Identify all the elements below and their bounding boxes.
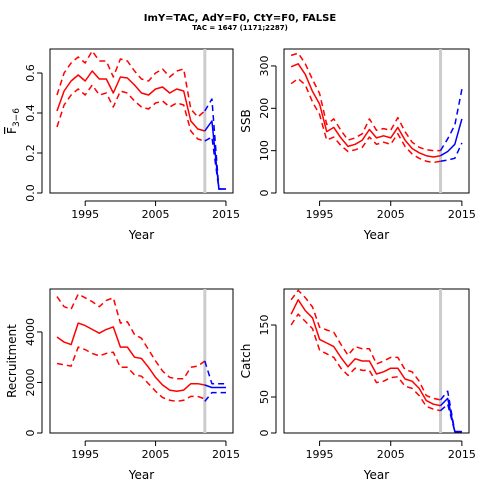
history-lower-series	[56, 346, 206, 403]
x-tick-label: 2005	[377, 208, 405, 221]
x-tick-label: 2005	[377, 448, 405, 461]
projection-lower-series	[440, 142, 463, 162]
y-tick-label: 0	[24, 430, 37, 437]
y-tick-label: 200	[258, 98, 271, 119]
y-axis-label: Recruitment	[5, 324, 19, 398]
y-tick-label: 0.0	[24, 184, 37, 202]
projection-lower-series	[204, 136, 226, 190]
chart-panel-ssb: 1995 2005 2015 Year 0 100 200 300 SSB	[239, 48, 476, 242]
y-axis-label-subscript: 3−6	[12, 108, 22, 127]
projection-lower-series	[204, 391, 226, 402]
history-upper-series	[56, 293, 206, 380]
plot-frame	[49, 48, 234, 194]
y-tick-label: 2000	[24, 368, 37, 396]
x-axis-label: Year	[363, 228, 389, 242]
x-tick-label: 1995	[306, 448, 334, 461]
x-tick-label: 1995	[71, 448, 99, 461]
projection-median-series	[439, 397, 462, 433]
y-tick-label: 150	[258, 315, 271, 336]
figure-title: ImY=TAC, AdY=F0, CtY=F0, FALSE	[144, 13, 337, 24]
x-axis-label: Year	[128, 468, 154, 480]
y-tick-label: 0.2	[24, 144, 37, 162]
x-tick-label: 2015	[448, 448, 476, 461]
y-tick-label: 100	[258, 140, 271, 161]
y-tick-label: 0.6	[24, 64, 37, 82]
chart-panel-catch: 1995 2005 2015 Year 0 50 150 Catch	[239, 288, 476, 480]
history-lower-series	[56, 84, 206, 142]
projection-upper-series	[204, 98, 226, 190]
plot-frame	[283, 288, 470, 434]
projection-upper-series	[439, 89, 463, 151]
x-axis-label: Year	[128, 228, 154, 242]
projection-median-series	[204, 384, 226, 389]
x-tick-label: 1995	[71, 208, 99, 221]
y-axis-label: F3−6	[5, 108, 22, 134]
history-median-series	[56, 70, 206, 132]
y-tick-label: 50	[258, 390, 271, 404]
x-tick-label: 1995	[306, 208, 334, 221]
chart-panel-recruitment: 1995 2005 2015 Year 0 2000 4000 Recruitment	[5, 288, 240, 480]
y-tick-label: 0	[258, 430, 271, 437]
y-tick-label: 0	[258, 190, 271, 197]
plot-frame	[283, 48, 470, 194]
x-tick-label: 2015	[212, 448, 240, 461]
history-lower-series	[290, 77, 441, 164]
y-tick-label: 300	[258, 55, 271, 76]
history-lower-series	[290, 313, 441, 412]
y-axis-label: Catch	[239, 344, 253, 379]
x-tick-label: 2015	[212, 208, 240, 221]
history-median-series	[290, 63, 441, 158]
history-upper-series	[56, 50, 206, 118]
history-median-series	[56, 322, 205, 393]
y-axis-label: SSB	[239, 109, 253, 132]
history-median-series	[290, 299, 441, 407]
projection-upper-series	[204, 360, 226, 385]
x-tick-label: 2005	[142, 208, 170, 221]
history-upper-series	[290, 52, 441, 152]
x-tick-label: 2005	[142, 448, 170, 461]
history-upper-series	[290, 289, 441, 401]
figure-subtitle: TAC = 1647 (1171;2287)	[192, 24, 288, 32]
y-axis-label-main: F	[5, 127, 19, 134]
x-axis-label: Year	[363, 468, 389, 480]
x-tick-label: 2015	[448, 208, 476, 221]
projection-median-series	[204, 120, 226, 190]
projection-median-series	[440, 118, 463, 157]
chart-panel-fbar: 1995 2005 2015 Year 0.0 0.2 0.4 0.6 F3−6	[5, 48, 240, 242]
y-tick-label: 0.4	[24, 104, 37, 122]
plot-frame	[49, 288, 234, 434]
y-tick-label: 4000	[24, 318, 37, 346]
